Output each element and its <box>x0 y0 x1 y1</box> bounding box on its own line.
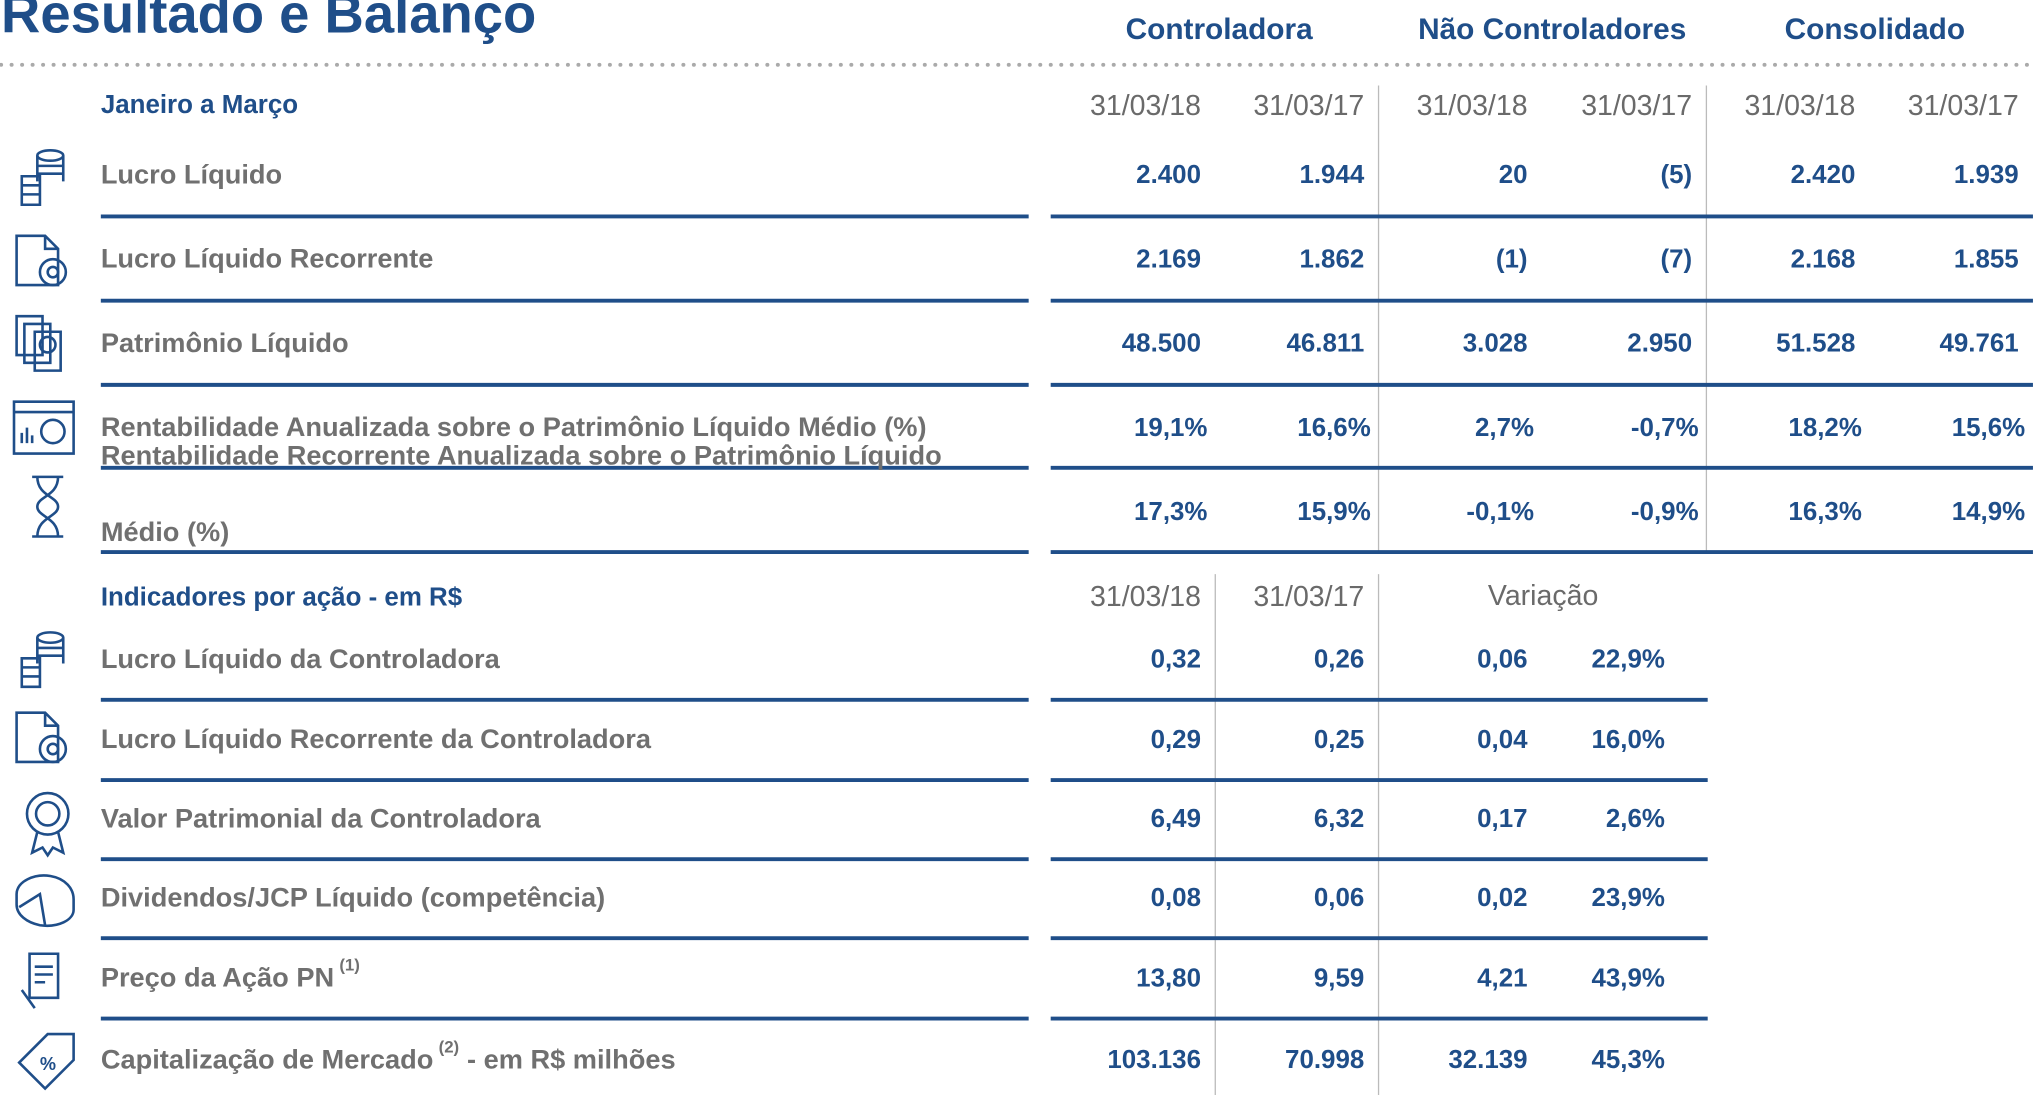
date-header: 31/03/17 <box>1581 90 1692 122</box>
cell: -0,1% <box>1466 498 1534 526</box>
cell: 16,3% <box>1788 498 1861 526</box>
cell: 0,32 <box>1151 646 1201 674</box>
group-header: Consolidado <box>1785 13 1965 46</box>
row-label: Patrimônio Líquido <box>101 327 349 358</box>
label-text: Lucro Líquido da Controladora <box>101 643 501 674</box>
cell: 1.862 <box>1299 245 1364 273</box>
cell: (5) <box>1660 161 1692 189</box>
cell: 4,21 <box>1477 965 1527 993</box>
cell: (1) <box>1496 245 1528 273</box>
row-label: Rentabilidade Anualizada sobre o Patrimô… <box>101 411 927 442</box>
row-label: Lucro Líquido Recorrente da Controladora <box>101 723 652 754</box>
group-header: Controladora <box>1126 13 1313 46</box>
cell: 17,3% <box>1134 498 1207 526</box>
cell: 46.811 <box>1286 330 1364 358</box>
label-text: Lucro Líquido Recorrente da Controladora <box>101 723 652 754</box>
superscript: (2) <box>439 1038 460 1057</box>
cell: 2,6% <box>1606 805 1665 833</box>
cell: 103.136 <box>1107 1046 1201 1074</box>
cell: 1.855 <box>1954 245 2019 273</box>
cell: 45,3% <box>1591 1046 1664 1074</box>
cell: 0,29 <box>1151 726 1201 754</box>
variation-header: Variação <box>1488 580 1598 612</box>
row-label: Valor Patrimonial da Controladora <box>101 802 542 833</box>
icons: % <box>12 149 75 1091</box>
label-text: Dividendos/JCP Líquido (competência) <box>101 882 605 913</box>
cell: 49.761 <box>1939 330 2018 358</box>
date-header: 31/03/18 <box>1090 90 1201 122</box>
cell: 43,9% <box>1591 965 1664 993</box>
date-header: 31/03/18 <box>1744 90 1855 122</box>
cell: 23,9% <box>1591 884 1664 912</box>
cell: 22,9% <box>1591 646 1664 674</box>
cell: 13,80 <box>1136 965 1201 993</box>
label-text: Valor Patrimonial da Controladora <box>101 802 542 833</box>
cell: 16,6% <box>1297 414 1370 442</box>
section-label: Janeiro a Março <box>101 91 298 119</box>
cell: 32.139 <box>1448 1046 1527 1074</box>
cell: 2.950 <box>1627 330 1692 358</box>
icon-glyph: % <box>40 1054 56 1074</box>
date-header: 31/03/17 <box>1253 90 1364 122</box>
row-label: Preço da Ação PN (1) <box>101 956 360 993</box>
superscript: (1) <box>339 956 360 975</box>
row-label: Dividendos/JCP Líquido (competência) <box>101 882 605 913</box>
cell: 2.169 <box>1136 245 1201 273</box>
date-header: 31/03/17 <box>1908 90 2019 122</box>
cell: 0,17 <box>1477 805 1527 833</box>
section-label: Indicadores por ação - em R$ <box>101 584 463 612</box>
row-label: Capitalização de Mercado (2) - em R$ milhõ… <box>101 1038 676 1075</box>
cell: -0,9% <box>1631 498 1699 526</box>
label-text: Capitalização de Mercado <box>101 1043 434 1074</box>
cell: 0,08 <box>1151 884 1201 912</box>
cell: 0,06 <box>1477 646 1527 674</box>
cell: 48.500 <box>1122 330 1201 358</box>
cell: 9,59 <box>1314 965 1364 993</box>
date-header: 31/03/17 <box>1253 581 1364 613</box>
cell: 15,6% <box>1952 414 2025 442</box>
cell: 1.939 <box>1954 161 2019 189</box>
cell: 14,9% <box>1952 498 2025 526</box>
cell: 19,1% <box>1134 414 1207 442</box>
group-header: Não Controladores <box>1418 13 1686 46</box>
row-label: Lucro Líquido da Controladora <box>101 643 501 674</box>
cell: 0,06 <box>1314 884 1364 912</box>
cell: 6,32 <box>1314 805 1364 833</box>
cell: 2.420 <box>1791 161 1856 189</box>
cell: 0,02 <box>1477 884 1527 912</box>
cell: 15,9% <box>1297 498 1370 526</box>
label-text: Preço da Ação PN <box>101 962 334 993</box>
cell: 2,7% <box>1475 414 1534 442</box>
cell: 2.400 <box>1136 161 1201 189</box>
cell: 70.998 <box>1285 1046 1364 1074</box>
cell: 1.944 <box>1299 161 1364 189</box>
row-label: Lucro Líquido <box>101 158 282 189</box>
cell: (7) <box>1660 245 1692 273</box>
cell: -0,7% <box>1631 414 1699 442</box>
cell: 2.168 <box>1791 245 1856 273</box>
date-header: 31/03/18 <box>1417 90 1528 122</box>
row-label: Rentabilidade Recorrente Anualizada sobr… <box>101 440 942 471</box>
cell: 3.028 <box>1463 330 1528 358</box>
cell: 0,26 <box>1314 646 1364 674</box>
cell: 18,2% <box>1788 414 1861 442</box>
title: Resultado e Balanço <box>1 0 536 45</box>
cell: 6,49 <box>1151 805 1201 833</box>
cell: 16,0% <box>1591 726 1664 754</box>
cell: 20 <box>1499 161 1528 189</box>
cell: 0,04 <box>1477 726 1528 754</box>
row-label: Lucro Líquido Recorrente <box>101 243 434 274</box>
date-header: 31/03/18 <box>1090 581 1201 613</box>
cell: 51.528 <box>1776 330 1855 358</box>
label-suffix: - em R$ milhões <box>467 1043 676 1074</box>
row-label: Médio (%) <box>101 516 229 547</box>
cell: 0,25 <box>1314 726 1364 754</box>
